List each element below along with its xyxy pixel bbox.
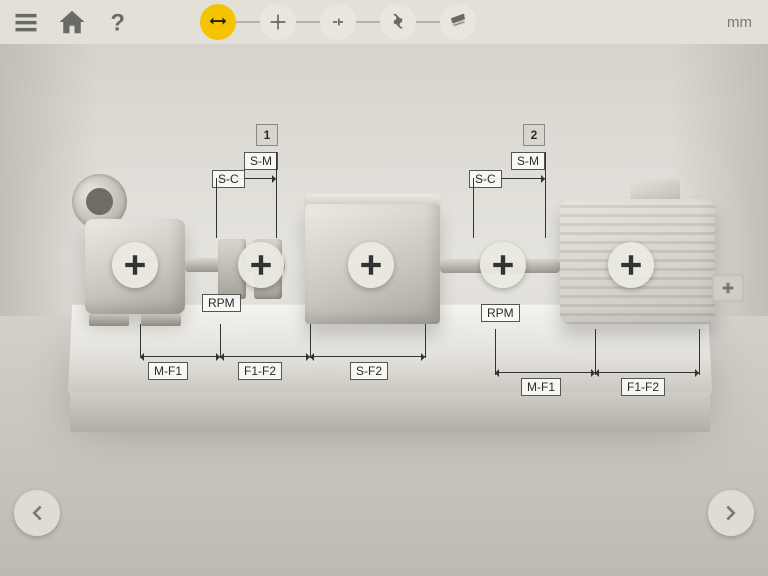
machine-base-front [70, 392, 710, 432]
step-target-icon[interactable] [260, 4, 296, 40]
toolbar-left: ? [10, 6, 134, 38]
nav-prev-button[interactable] [14, 490, 60, 536]
coupling-1-dimensions: 1 S-M S-C RPM M-F1 F1-F2 S-F2 [200, 124, 440, 374]
dim-sm-1[interactable]: S-M [244, 152, 278, 170]
step-result-icon[interactable] [380, 4, 416, 40]
dim-sf2-1[interactable]: S-F2 [350, 362, 388, 380]
home-icon[interactable] [56, 6, 88, 38]
dim-mf1-1[interactable]: M-F1 [148, 362, 188, 380]
step-report-icon[interactable] [440, 4, 476, 40]
step-dimensions-icon[interactable] [200, 4, 236, 40]
dim-rpm-2[interactable]: RPM [481, 304, 520, 322]
svg-text:?: ? [110, 10, 125, 35]
workflow-steps [200, 0, 476, 44]
step-connector [416, 21, 440, 23]
coupling-2-dimensions: 2 S-M S-C RPM M-F1 F1-F2 [455, 124, 715, 394]
dim-rpm-1[interactable]: RPM [202, 294, 241, 312]
coupling-1-badge: 1 [256, 124, 278, 146]
viewport-3d[interactable]: 1 S-M S-C RPM M-F1 F1-F2 S-F2 2 S-M S-C … [0, 44, 768, 576]
motor-side-plus-icon[interactable] [712, 274, 744, 302]
step-connector [296, 21, 320, 23]
dim-f1f2-1[interactable]: F1-F2 [238, 362, 282, 380]
units-label[interactable]: mm [727, 0, 752, 44]
dim-sm-2[interactable]: S-M [511, 152, 545, 170]
toolbar: ? mm [0, 0, 768, 44]
help-icon[interactable]: ? [102, 6, 134, 38]
dim-f1f2-2[interactable]: F1-F2 [621, 378, 665, 396]
coupling-2-badge: 2 [523, 124, 545, 146]
dim-mf1-2[interactable]: M-F1 [521, 378, 561, 396]
step-connector [356, 21, 380, 23]
step-connector [236, 21, 260, 23]
nav-next-button[interactable] [708, 490, 754, 536]
add-marker-pump[interactable] [112, 242, 158, 288]
step-measure-icon[interactable] [320, 4, 356, 40]
menu-icon[interactable] [10, 6, 42, 38]
